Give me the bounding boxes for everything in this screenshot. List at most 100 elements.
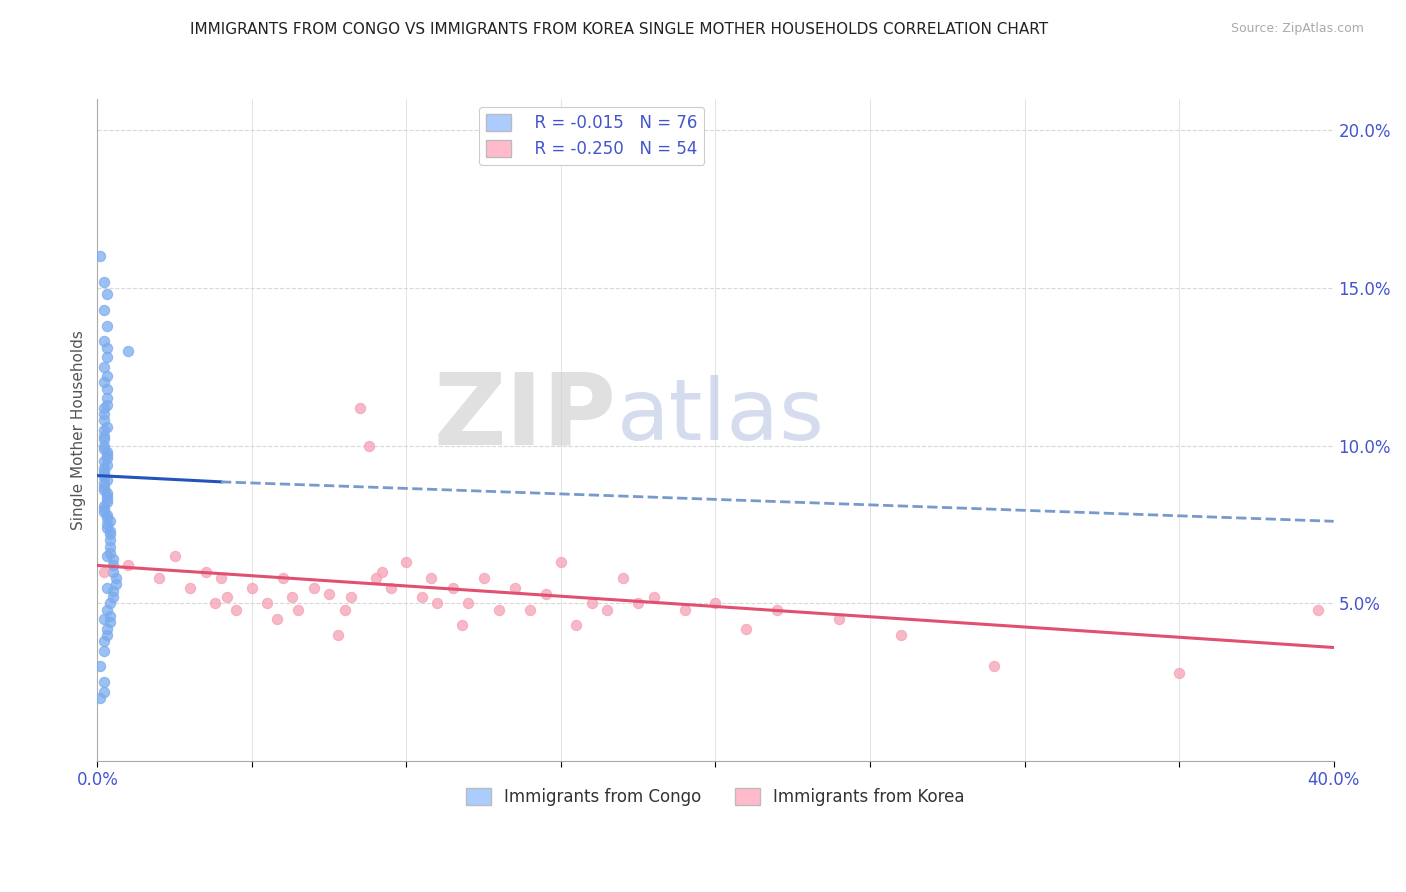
Point xyxy=(117,558,139,573)
Point xyxy=(96,350,118,364)
Point xyxy=(96,511,118,525)
Point xyxy=(96,451,118,466)
Point xyxy=(93,470,115,484)
Point xyxy=(766,602,789,616)
Point xyxy=(93,467,115,481)
Point xyxy=(96,318,118,333)
Point xyxy=(565,618,588,632)
Point xyxy=(828,612,851,626)
Point xyxy=(339,590,361,604)
Point xyxy=(488,602,510,616)
Point xyxy=(983,659,1005,673)
Point xyxy=(93,275,115,289)
Point xyxy=(96,382,118,396)
Point xyxy=(93,442,115,456)
Point xyxy=(93,612,115,626)
Point xyxy=(96,419,118,434)
Point xyxy=(96,486,118,500)
Y-axis label: Single Mother Households: Single Mother Households xyxy=(72,330,86,530)
Point xyxy=(420,571,443,585)
Point xyxy=(93,376,115,390)
Point xyxy=(96,445,118,459)
Point xyxy=(318,587,340,601)
Point xyxy=(98,527,121,541)
Text: IMMIGRANTS FROM CONGO VS IMMIGRANTS FROM KOREA SINGLE MOTHER HOUSEHOLDS CORRELAT: IMMIGRANTS FROM CONGO VS IMMIGRANTS FROM… xyxy=(190,22,1047,37)
Point xyxy=(93,429,115,443)
Point xyxy=(93,334,115,349)
Point xyxy=(194,565,217,579)
Point xyxy=(98,533,121,548)
Point xyxy=(612,571,634,585)
Point xyxy=(101,565,124,579)
Point xyxy=(240,581,263,595)
Point xyxy=(96,602,118,616)
Point xyxy=(209,571,232,585)
Point xyxy=(96,520,118,534)
Point xyxy=(104,577,127,591)
Point xyxy=(93,407,115,421)
Point xyxy=(266,612,288,626)
Point xyxy=(457,596,479,610)
Point xyxy=(302,581,325,595)
Point xyxy=(93,505,115,519)
Point xyxy=(503,581,526,595)
Point xyxy=(519,602,541,616)
Point xyxy=(359,439,381,453)
Point xyxy=(96,517,118,532)
Point xyxy=(93,675,115,690)
Point xyxy=(93,634,115,648)
Point xyxy=(148,571,170,585)
Point xyxy=(98,524,121,538)
Point xyxy=(98,546,121,560)
Point xyxy=(98,609,121,624)
Point xyxy=(93,359,115,374)
Point xyxy=(1168,665,1191,680)
Point xyxy=(451,618,474,632)
Point xyxy=(534,587,557,601)
Point xyxy=(93,432,115,446)
Point xyxy=(96,581,118,595)
Point xyxy=(256,596,278,610)
Point xyxy=(735,622,758,636)
Point xyxy=(96,391,118,405)
Point xyxy=(96,287,118,301)
Point xyxy=(204,596,226,610)
Point xyxy=(96,622,118,636)
Point xyxy=(93,464,115,478)
Point xyxy=(271,571,294,585)
Point xyxy=(89,690,111,705)
Point xyxy=(104,571,127,585)
Point xyxy=(101,583,124,598)
Point xyxy=(93,454,115,468)
Point xyxy=(96,473,118,487)
Point xyxy=(101,552,124,566)
Point xyxy=(163,549,186,563)
Point xyxy=(370,565,392,579)
Point xyxy=(643,590,665,604)
Point xyxy=(96,458,118,472)
Point xyxy=(364,571,387,585)
Point xyxy=(426,596,449,610)
Point xyxy=(96,448,118,462)
Point xyxy=(349,401,371,415)
Point xyxy=(328,628,350,642)
Point xyxy=(704,596,727,610)
Point xyxy=(96,495,118,509)
Point xyxy=(93,565,115,579)
Text: atlas: atlas xyxy=(617,375,824,458)
Point xyxy=(101,590,124,604)
Point xyxy=(93,460,115,475)
Point xyxy=(93,439,115,453)
Point xyxy=(96,508,118,522)
Point xyxy=(550,555,572,569)
Point xyxy=(93,423,115,437)
Point xyxy=(117,343,139,358)
Point xyxy=(96,492,118,507)
Point xyxy=(96,549,118,563)
Point xyxy=(96,398,118,412)
Point xyxy=(1308,602,1330,616)
Legend: Immigrants from Congo, Immigrants from Korea: Immigrants from Congo, Immigrants from K… xyxy=(460,780,972,813)
Point xyxy=(472,571,495,585)
Point xyxy=(93,501,115,516)
Point xyxy=(96,369,118,384)
